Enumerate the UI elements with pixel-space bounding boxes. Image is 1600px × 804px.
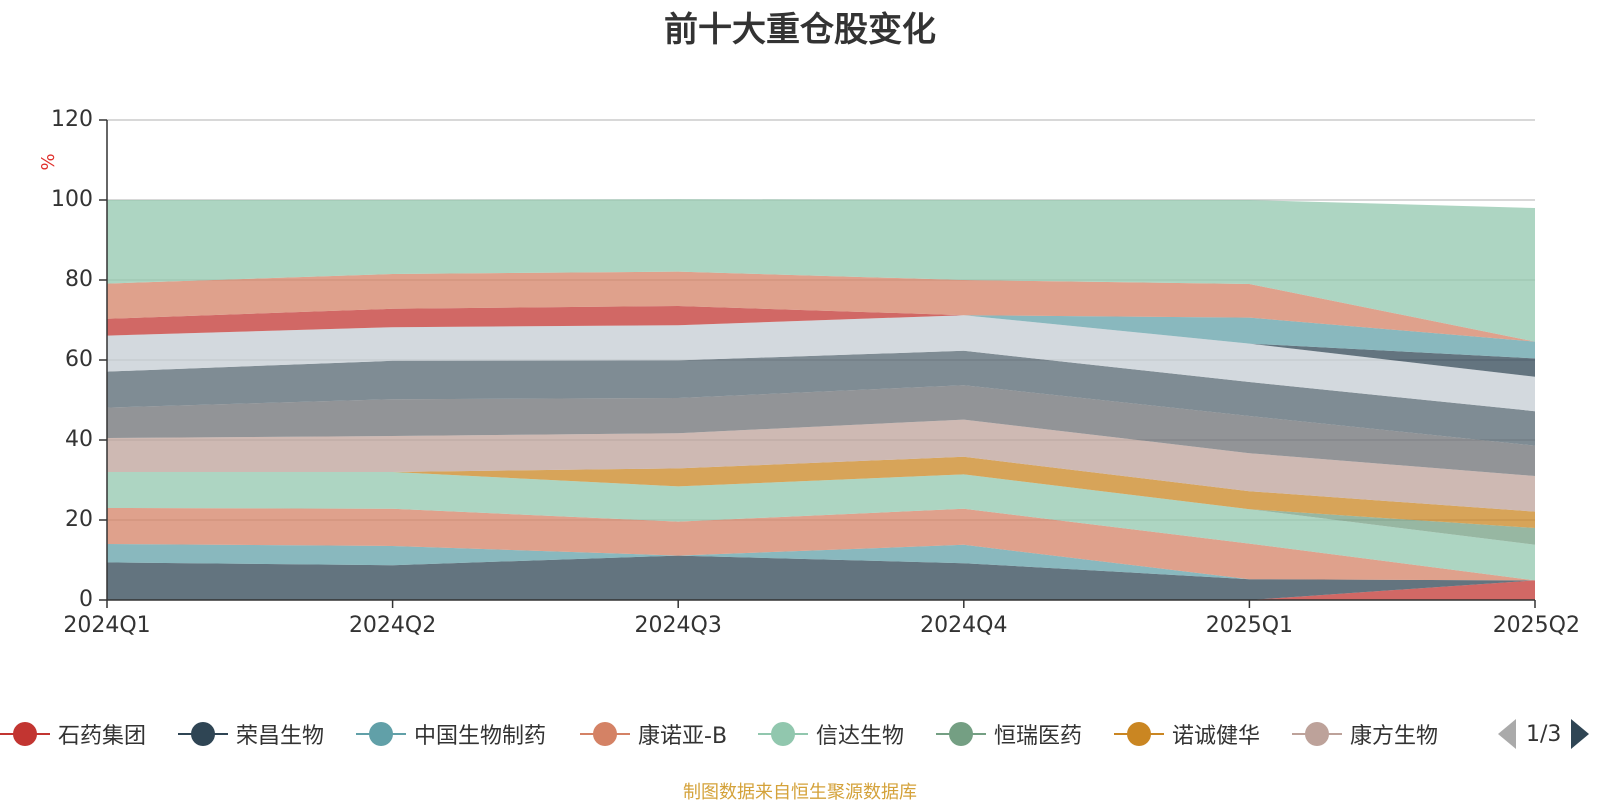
area-series-12 bbox=[107, 315, 1535, 359]
y-tick-label: 100 bbox=[51, 187, 93, 212]
legend-prev-arrow-icon[interactable] bbox=[1498, 719, 1516, 749]
legend-item[interactable]: 信达生物 bbox=[758, 716, 904, 752]
legend-item[interactable]: 恒瑞医药 bbox=[936, 716, 1082, 752]
axes bbox=[99, 119, 1536, 608]
legend-marker-icon bbox=[356, 716, 406, 752]
area-series-6 bbox=[107, 456, 1535, 528]
area-series-8 bbox=[107, 385, 1535, 476]
y-tick-label: 60 bbox=[65, 347, 93, 372]
area-series-4 bbox=[107, 472, 1535, 581]
legend-label: 恒瑞医药 bbox=[994, 724, 1083, 749]
x-tick-labels: 2024Q1 2024Q2 2024Q3 2024Q4 2025Q1 2025Q2 bbox=[63, 613, 1580, 638]
area-series-3 bbox=[107, 508, 1535, 581]
legend-label: 诺诚健华 bbox=[1172, 724, 1261, 749]
legend-pager: 1/3 bbox=[1498, 716, 1590, 752]
area-series-group bbox=[107, 199, 1535, 600]
legend-item[interactable]: 荣昌生物 bbox=[178, 716, 324, 752]
legend-label: 康方生物 bbox=[1350, 724, 1439, 749]
area-series-10 bbox=[107, 315, 1535, 412]
x-tick-label: 2025Q1 bbox=[1206, 613, 1293, 638]
legend-marker-icon bbox=[580, 716, 630, 752]
y-axis-unit: % bbox=[38, 153, 59, 170]
x-tick-label: 2025Q2 bbox=[1493, 613, 1580, 638]
legend-label: 石药集团 bbox=[58, 724, 147, 749]
legend-item[interactable]: 中国生物制药 bbox=[356, 716, 546, 752]
legend-marker-icon bbox=[1292, 716, 1342, 752]
legend-label: 康诺亚-B bbox=[638, 724, 728, 749]
y-tick-label: 120 bbox=[51, 107, 93, 132]
legend-item[interactable]: 石药集团 bbox=[0, 716, 146, 752]
legend-page-indicator: 1/3 bbox=[1526, 721, 1562, 747]
chart-title: 前十大重仓股变化 bbox=[664, 10, 936, 50]
legend-item[interactable]: 康方生物 bbox=[1292, 716, 1438, 752]
legend-item[interactable]: 诺诚健华 bbox=[1114, 716, 1260, 752]
legend-label: 荣昌生物 bbox=[236, 724, 325, 749]
area-series-2 bbox=[107, 544, 1535, 581]
y-tick-label: 0 bbox=[79, 587, 93, 612]
area-series-15 bbox=[107, 199, 1535, 342]
y-tick-label: 80 bbox=[65, 267, 93, 292]
legend: 石药集团 荣昌生物 中国生物制药 康诺亚-B 信达生物 恒瑞医药 诺诚健华 康方生物 1/3 bbox=[0, 716, 1600, 752]
y-tick-labels: 0 20 40 60 80 100 120 bbox=[51, 107, 93, 612]
x-tick-label: 2024Q3 bbox=[635, 613, 722, 638]
y-tick-label: 20 bbox=[65, 507, 93, 532]
legend-marker-icon bbox=[1114, 716, 1164, 752]
legend-marker-icon bbox=[936, 716, 986, 752]
legend-marker-icon bbox=[178, 716, 228, 752]
area-series-0 bbox=[107, 580, 1535, 600]
area-series-13 bbox=[107, 306, 1535, 342]
x-tick-label: 2024Q4 bbox=[920, 613, 1007, 638]
data-source-note: 制图数据来自恒生聚源数据库 bbox=[683, 782, 917, 803]
legend-label: 中国生物制药 bbox=[414, 724, 547, 749]
legend-label: 信达生物 bbox=[816, 724, 905, 749]
area-series-1 bbox=[107, 555, 1535, 600]
legend-marker-icon bbox=[0, 716, 50, 752]
area-series-14 bbox=[107, 271, 1535, 342]
stacked-area-chart: 0 20 40 60 80 100 120 2024Q1 2024Q2 2024Q3 2024Q4… bbox=[38, 107, 1580, 638]
y-tick-label: 40 bbox=[65, 427, 93, 452]
x-tick-label: 2024Q2 bbox=[349, 613, 436, 638]
legend-marker-icon bbox=[758, 716, 808, 752]
legend-next-arrow-icon[interactable] bbox=[1571, 719, 1590, 749]
area-series-7 bbox=[107, 419, 1535, 512]
legend-item[interactable]: 康诺亚-B bbox=[580, 716, 727, 752]
area-series-9 bbox=[107, 350, 1535, 446]
x-tick-label: 2024Q1 bbox=[63, 613, 150, 638]
